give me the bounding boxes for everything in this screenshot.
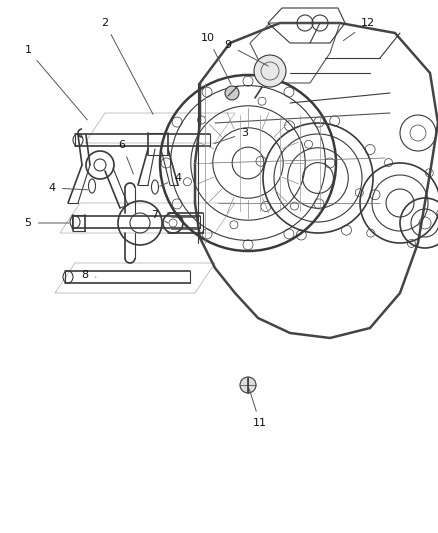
Circle shape: [240, 377, 256, 393]
Circle shape: [254, 55, 286, 87]
Text: 7: 7: [152, 210, 168, 223]
Text: 4: 4: [160, 173, 182, 186]
Text: 12: 12: [343, 18, 375, 41]
Circle shape: [225, 86, 239, 100]
Text: 11: 11: [249, 389, 267, 428]
Text: 3: 3: [214, 128, 248, 144]
Text: 6: 6: [119, 140, 134, 174]
Text: 9: 9: [224, 40, 268, 66]
Text: 4: 4: [49, 183, 88, 193]
Text: 1: 1: [25, 45, 87, 120]
Text: 10: 10: [201, 33, 231, 84]
Text: 5: 5: [25, 218, 69, 228]
Text: 8: 8: [81, 270, 96, 280]
Text: 2: 2: [102, 18, 153, 114]
